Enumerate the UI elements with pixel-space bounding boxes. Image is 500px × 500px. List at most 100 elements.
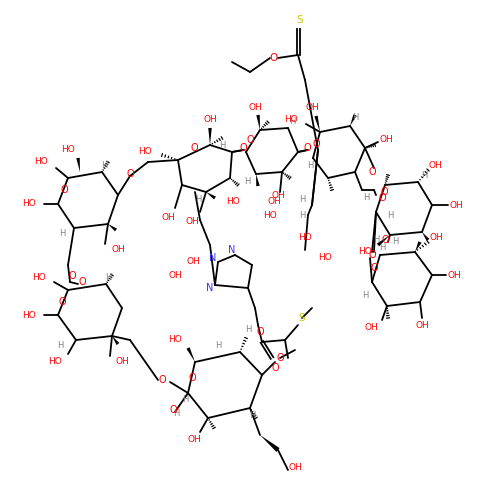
Text: O: O — [78, 277, 86, 287]
Text: H: H — [245, 326, 251, 334]
Text: HO: HO — [138, 148, 152, 156]
Text: H: H — [219, 140, 225, 149]
Text: H: H — [392, 238, 398, 246]
Text: HO: HO — [32, 274, 46, 282]
Text: O: O — [58, 297, 66, 307]
Text: OH: OH — [161, 214, 175, 222]
Text: O: O — [380, 187, 388, 197]
Text: H: H — [101, 160, 107, 170]
Polygon shape — [186, 347, 195, 362]
Text: HO: HO — [298, 234, 312, 242]
Text: OH: OH — [428, 160, 442, 170]
Text: H: H — [352, 114, 358, 122]
Text: O: O — [370, 263, 378, 273]
Text: S: S — [298, 313, 306, 323]
Text: OH: OH — [186, 258, 200, 266]
Polygon shape — [208, 128, 212, 145]
Text: H: H — [379, 242, 385, 252]
Text: HO: HO — [226, 198, 240, 206]
Text: N: N — [210, 253, 216, 263]
Text: OH: OH — [271, 190, 285, 200]
Text: O: O — [239, 143, 247, 153]
Text: HO: HO — [358, 248, 372, 256]
Text: HO: HO — [22, 310, 36, 320]
Polygon shape — [256, 174, 260, 186]
Text: HO: HO — [34, 158, 48, 166]
Text: OH: OH — [288, 464, 302, 472]
Text: OH: OH — [248, 102, 262, 112]
Text: H: H — [195, 196, 201, 204]
Polygon shape — [260, 435, 280, 452]
Text: OH: OH — [185, 218, 199, 226]
Text: HO: HO — [61, 146, 75, 154]
Text: O: O — [271, 363, 279, 373]
Text: N: N — [206, 283, 214, 293]
Text: OH: OH — [379, 136, 393, 144]
Text: H: H — [307, 162, 313, 170]
Text: O: O — [60, 185, 68, 195]
Text: H: H — [215, 340, 221, 349]
Polygon shape — [206, 192, 216, 200]
Text: OH: OH — [267, 198, 281, 206]
Text: O: O — [256, 327, 264, 337]
Text: O: O — [270, 53, 278, 63]
Text: H: H — [299, 210, 305, 220]
Text: S: S — [296, 15, 304, 25]
Text: N: N — [228, 245, 235, 255]
Text: OH: OH — [449, 200, 463, 209]
Polygon shape — [415, 241, 422, 252]
Text: O: O — [312, 139, 320, 149]
Text: OH: OH — [415, 322, 429, 330]
Polygon shape — [377, 235, 390, 246]
Text: H: H — [299, 196, 305, 204]
Text: O: O — [368, 250, 376, 260]
Text: OH: OH — [111, 246, 125, 254]
Text: O: O — [158, 375, 166, 385]
Text: H: H — [363, 194, 369, 202]
Text: H: H — [182, 396, 188, 404]
Text: OH: OH — [305, 104, 319, 112]
Polygon shape — [314, 116, 320, 132]
Text: OH: OH — [364, 324, 378, 332]
Text: O: O — [303, 143, 311, 153]
Text: H: H — [57, 340, 63, 349]
Text: H: H — [173, 408, 179, 418]
Text: H: H — [373, 236, 379, 244]
Text: O: O — [378, 193, 386, 203]
Text: O: O — [381, 235, 389, 245]
Polygon shape — [350, 114, 356, 126]
Text: H: H — [249, 410, 255, 420]
Text: HO: HO — [263, 210, 277, 220]
Text: O: O — [169, 405, 177, 415]
Text: H: H — [421, 170, 427, 179]
Text: O: O — [68, 271, 76, 281]
Text: OH: OH — [187, 436, 201, 444]
Text: HO: HO — [318, 254, 332, 262]
Text: O: O — [126, 169, 134, 179]
Text: HO: HO — [48, 358, 62, 366]
Polygon shape — [256, 115, 260, 130]
Text: O: O — [188, 373, 196, 383]
Text: OH: OH — [447, 270, 461, 280]
Text: H: H — [289, 118, 295, 126]
Text: H: H — [105, 272, 111, 281]
Text: O: O — [190, 143, 198, 153]
Text: OH: OH — [115, 358, 129, 366]
Text: HO: HO — [284, 116, 298, 124]
Text: HO: HO — [168, 336, 182, 344]
Text: OH: OH — [168, 270, 182, 280]
Polygon shape — [112, 336, 120, 345]
Text: HO: HO — [22, 200, 36, 208]
Text: H: H — [387, 210, 393, 220]
Polygon shape — [108, 224, 117, 232]
Text: H: H — [244, 178, 250, 186]
Text: O: O — [246, 135, 254, 145]
Polygon shape — [76, 158, 80, 172]
Text: O: O — [276, 353, 284, 363]
Text: O: O — [368, 167, 376, 177]
Polygon shape — [422, 232, 430, 241]
Text: H: H — [362, 290, 368, 300]
Text: H: H — [59, 230, 65, 238]
Text: OH: OH — [203, 116, 217, 124]
Text: OH: OH — [429, 234, 443, 242]
